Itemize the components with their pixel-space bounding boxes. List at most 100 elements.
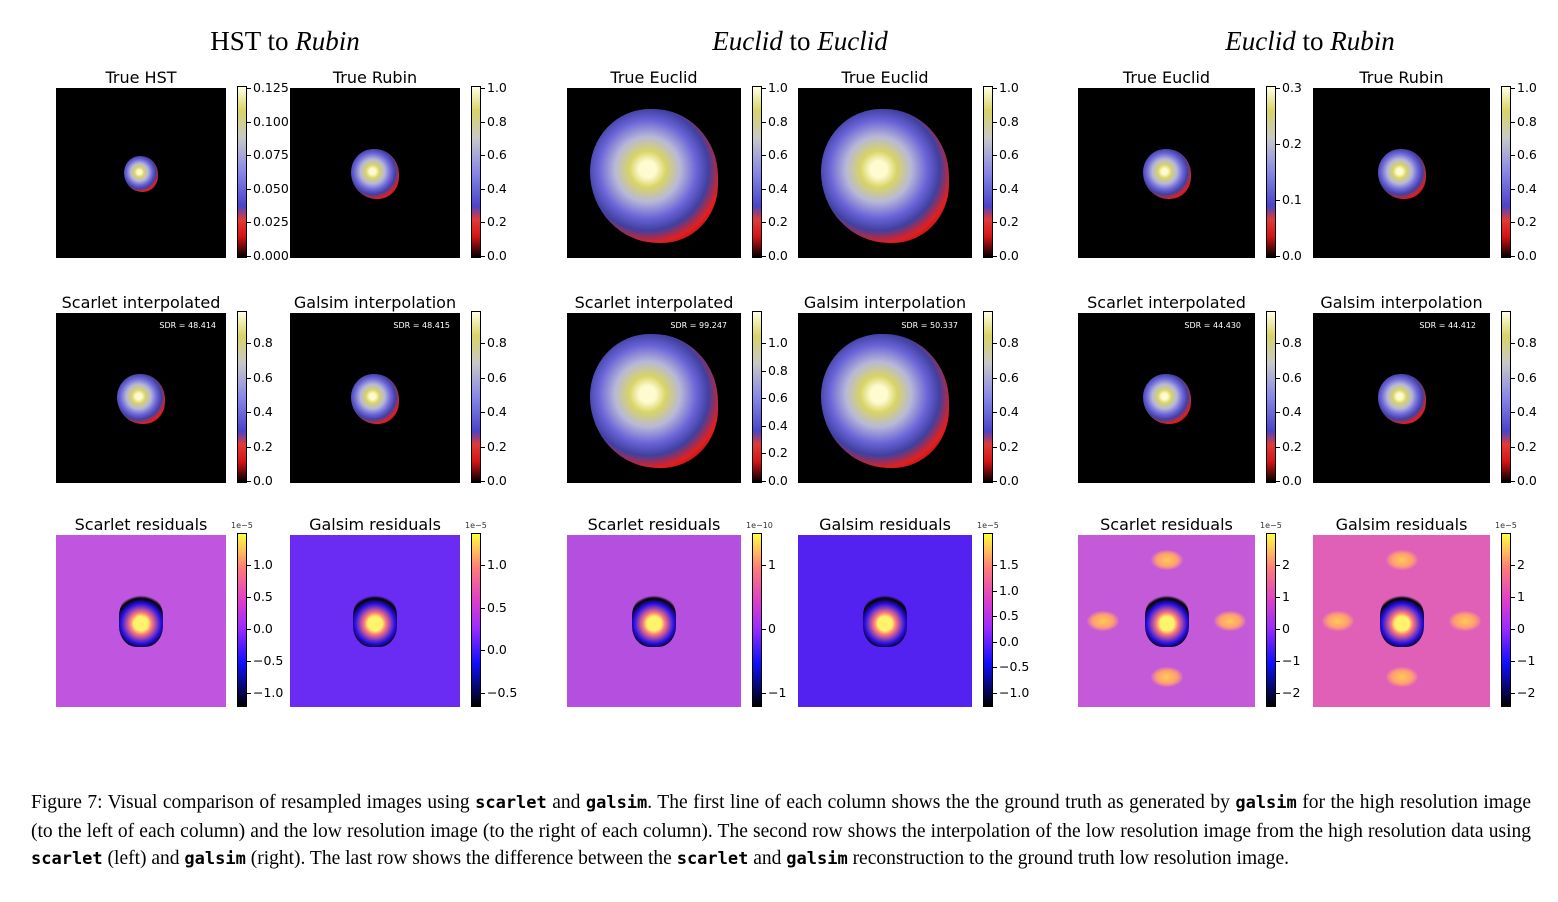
colorbar-tick: −0.5: [246, 653, 284, 668]
residual-feature: [1379, 595, 1424, 647]
sdr-label: SDR = 50.337: [901, 321, 958, 330]
panel-image: SDR = 44.412: [1313, 313, 1490, 483]
panel-title: Scarlet residuals: [74, 515, 208, 534]
colorbar-exponent: 1e−5: [231, 521, 253, 530]
colorbar-tick: 0.6: [481, 147, 507, 163]
panel-image: [1313, 535, 1490, 707]
colorbar-tick: 1: [1511, 589, 1525, 604]
colorbar: [471, 311, 481, 483]
colorbar-tick: 0.100: [247, 113, 289, 129]
galaxy-source: [821, 334, 949, 468]
galaxy-source: [1142, 374, 1191, 424]
residual-feature: [632, 595, 676, 647]
colorbar-tick: 0.6: [1511, 147, 1537, 163]
residual-side-lobe: [1385, 550, 1418, 570]
caption-code: scarlet: [475, 793, 547, 813]
colorbar: [752, 311, 762, 483]
colorbar-tick: 0.0: [247, 621, 273, 636]
panel-title: Galsim residuals: [1335, 515, 1468, 534]
panel-title: Galsim interpolation: [293, 293, 457, 312]
colorbar: [471, 533, 481, 707]
colorbar-tick: 0: [1511, 621, 1525, 636]
panel-image: SDR = 44.430: [1078, 313, 1255, 483]
colorbar-tick: 0.025: [247, 214, 289, 230]
panel-image: SDR = 48.415: [290, 313, 460, 483]
colorbar-tick: 0.0: [1276, 473, 1302, 488]
colorbar-tick: 0.6: [993, 369, 1019, 385]
colorbar-tick: 0.0: [762, 473, 788, 488]
colorbar-tick: 0.050: [247, 180, 289, 196]
colorbar-exponent: 1e−5: [977, 521, 999, 530]
caption-text: reconstruction to the ground truth low r…: [847, 848, 1290, 869]
colorbar: [1266, 311, 1276, 483]
colorbar-tick: 0.1: [1276, 192, 1302, 207]
colorbar: [1501, 533, 1511, 707]
colorbar: [752, 533, 762, 707]
panel-image: [798, 88, 972, 258]
colorbar-tick: 0.4: [1276, 404, 1302, 420]
colorbar-tick: −1.0: [246, 685, 284, 700]
colorbar-tick: 0.2: [481, 214, 507, 230]
colorbar-tick: 0.0: [993, 473, 1019, 488]
colorbar-tick: 0.5: [993, 608, 1019, 624]
panel-title: Scarlet interpolated: [574, 293, 734, 312]
colorbar-exponent: 1e−5: [465, 521, 487, 530]
colorbar-tick: −1: [761, 685, 787, 700]
group-title-2: Euclid to Euclid: [650, 26, 950, 57]
colorbar-tick: 0.4: [1511, 404, 1537, 420]
colorbar-tick: 1.0: [993, 582, 1019, 598]
colorbar-tick: 0.6: [993, 147, 1019, 163]
panel-title: Scarlet interpolated: [1087, 293, 1246, 312]
colorbar-tick: 0.8: [993, 113, 1019, 129]
panel-image: SDR = 50.337: [798, 313, 972, 483]
colorbar-tick: 0.0: [1276, 248, 1302, 263]
panel-title: Scarlet interpolated: [61, 293, 221, 312]
colorbar-tick: −1: [1510, 653, 1536, 668]
group-title-b: Rubin: [1330, 26, 1395, 56]
colorbar-tick: 0.2: [762, 214, 788, 230]
colorbar-tick: 0.6: [1511, 369, 1537, 385]
group-title-a: HST: [210, 26, 261, 56]
panel-title: True Euclid: [1122, 68, 1211, 87]
colorbar-tick: 1.0: [247, 557, 273, 572]
colorbar: [237, 86, 247, 258]
colorbar-tick: 0.2: [1511, 438, 1537, 454]
galaxy-source: [1377, 374, 1426, 424]
group-title-3: Euclid to Rubin: [1160, 26, 1460, 57]
residual-feature: [353, 595, 397, 647]
colorbar-tick: 1.0: [762, 80, 788, 95]
colorbar-tick: −1.0: [992, 685, 1030, 700]
residual-feature: [1144, 595, 1189, 647]
colorbar: [1501, 311, 1511, 483]
residual-side-lobe: [1385, 667, 1418, 687]
caption-text: (left) and: [102, 848, 185, 869]
residual-side-lobe: [1150, 667, 1183, 687]
galaxy-source: [590, 109, 718, 243]
colorbar-tick: 0.2: [993, 438, 1019, 454]
colorbar-exponent: 1e−5: [1260, 521, 1282, 530]
colorbar: [1501, 86, 1511, 258]
residual-side-lobe: [1087, 611, 1119, 631]
panel-title: True Rubin: [1359, 68, 1444, 87]
group-title-a: Euclid: [712, 26, 783, 56]
colorbar-tick: 0.4: [762, 417, 788, 433]
figure-caption: Figure 7: Visual comparison of resampled…: [31, 789, 1531, 874]
colorbar-tick: 0.8: [993, 335, 1019, 351]
colorbar-tick: 0.125: [247, 80, 289, 95]
colorbar-tick: 0.8: [762, 113, 788, 129]
caption-text: Figure 7: Visual comparison of resampled…: [31, 792, 476, 813]
colorbar-tick: 0.0: [247, 473, 273, 488]
colorbar-tick: 0.8: [247, 335, 273, 351]
colorbar-tick: 0.0: [1511, 473, 1537, 488]
colorbar-tick: 0.5: [247, 589, 273, 604]
sdr-label: SDR = 48.415: [393, 321, 450, 330]
colorbar-tick: 0.4: [481, 180, 507, 196]
colorbar-tick: 0.2: [1276, 136, 1302, 151]
group-title-b: Euclid: [817, 26, 888, 56]
caption-text: and: [748, 848, 787, 869]
group-title-mid: to: [782, 26, 818, 56]
panel-title: Galsim residuals: [309, 515, 441, 534]
colorbar-tick: 1.0: [481, 557, 507, 572]
caption-code: galsim: [585, 793, 648, 813]
panel-image: [1078, 88, 1255, 258]
